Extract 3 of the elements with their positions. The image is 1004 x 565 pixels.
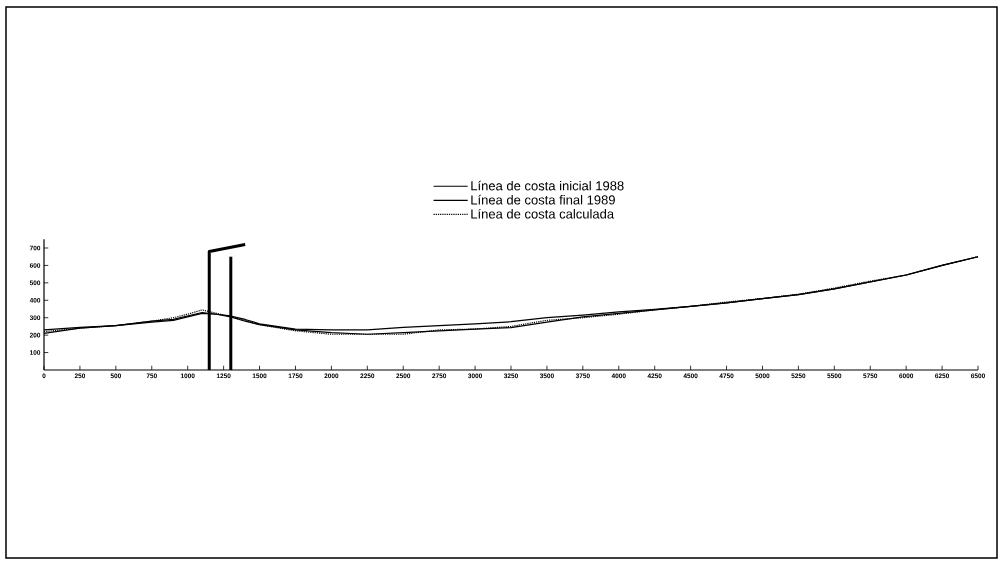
legend-label: Línea de costa final 1989 [471,194,615,205]
legend-label: Línea de costa calculada [471,208,615,219]
legend-label: Línea de costa inicial 1988 [471,180,624,191]
